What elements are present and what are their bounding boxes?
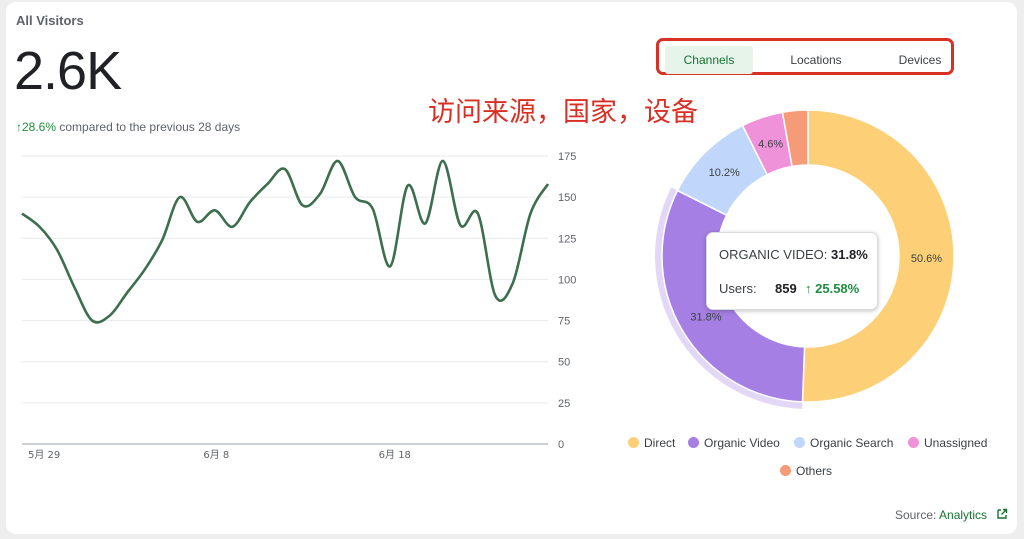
x-tick-label: 5月 29 xyxy=(28,449,60,461)
legend-dot xyxy=(688,437,699,448)
chart-tooltip: ORGANIC VIDEO: 31.8% Users: 859 ↑ 25.58% xyxy=(706,232,878,310)
visitor-total: 2.6K xyxy=(14,41,122,101)
y-tick-label: 25 xyxy=(558,398,570,410)
external-link-icon[interactable] xyxy=(996,508,1008,522)
tooltip-change: ↑ 25.58% xyxy=(805,281,859,296)
tooltip-change-value: 25.58% xyxy=(815,281,860,296)
y-tick-label: 150 xyxy=(558,192,576,204)
legend-item-direct[interactable]: Direct xyxy=(628,436,675,450)
tooltip-users-label: Users: xyxy=(719,281,757,296)
tab-devices[interactable]: Devices xyxy=(898,53,942,67)
legend-label: Organic Search xyxy=(810,436,894,450)
slice-data-label: 4.6% xyxy=(758,139,783,151)
legend-item-organic-video[interactable]: Organic Video xyxy=(688,436,780,450)
annotation-text: 访问来源，国家，设备 xyxy=(428,97,698,128)
source-line: Source: Analytics xyxy=(895,508,1008,522)
tab-locations[interactable]: Locations xyxy=(790,53,842,67)
x-tick-label: 6月 8 xyxy=(203,449,229,461)
tooltip-users-value: 859 xyxy=(775,281,797,296)
arrow-up-icon: ↑ xyxy=(16,120,22,134)
legend-dot xyxy=(780,465,791,476)
line-series xyxy=(21,159,550,324)
legend-item-organic-search[interactable]: Organic Search xyxy=(794,436,893,450)
slice-data-label: 10.2% xyxy=(709,167,740,179)
legend-label: Direct xyxy=(644,436,676,450)
source-link[interactable]: Analytics xyxy=(939,508,988,522)
slice-data-label: 31.8% xyxy=(690,311,721,323)
legend-item-others[interactable]: Others xyxy=(780,464,832,478)
y-tick-label: 125 xyxy=(558,233,576,245)
y-tick-label: 50 xyxy=(558,357,570,369)
y-tick-label: 100 xyxy=(558,274,576,286)
change-suffix: compared to the previous 28 days xyxy=(59,120,241,134)
y-tick-label: 175 xyxy=(558,151,576,163)
change-line: ↑28.6% compared to the previous 28 days xyxy=(16,120,240,134)
arrow-up-icon: ↑ xyxy=(805,281,812,296)
tooltip-percent: 31.8% xyxy=(830,247,868,262)
x-tick-label: 6月 18 xyxy=(379,449,411,461)
pie-slice-others xyxy=(781,109,809,168)
y-tick-label: 0 xyxy=(558,439,564,451)
pie-slice-organic-video xyxy=(661,189,806,403)
change-percent: 28.6% xyxy=(22,120,57,134)
legend-label: Unassigned xyxy=(924,436,988,450)
card-title: All Visitors xyxy=(16,13,84,28)
y-tick-label: 75 xyxy=(558,316,570,328)
tooltip-label: ORGANIC VIDEO: xyxy=(719,247,828,262)
tab-group: Channels Locations Devices xyxy=(656,38,954,75)
legend-dot xyxy=(908,437,919,448)
legend-dot xyxy=(794,437,805,448)
slice-data-label: 50.6% xyxy=(911,253,942,265)
source-label: Source: xyxy=(895,508,937,522)
legend-dot xyxy=(628,437,639,448)
legend-label: Organic Video xyxy=(704,436,780,450)
tab-channels[interactable]: Channels xyxy=(665,46,753,74)
tooltip-users: Users: 859 ↑ 25.58% xyxy=(719,281,871,296)
tooltip-title: ORGANIC VIDEO: 31.8% xyxy=(719,247,868,262)
legend-item-unassigned[interactable]: Unassigned xyxy=(908,436,987,450)
pie-slice-direct xyxy=(801,109,955,403)
legend-label: Others xyxy=(796,464,833,478)
